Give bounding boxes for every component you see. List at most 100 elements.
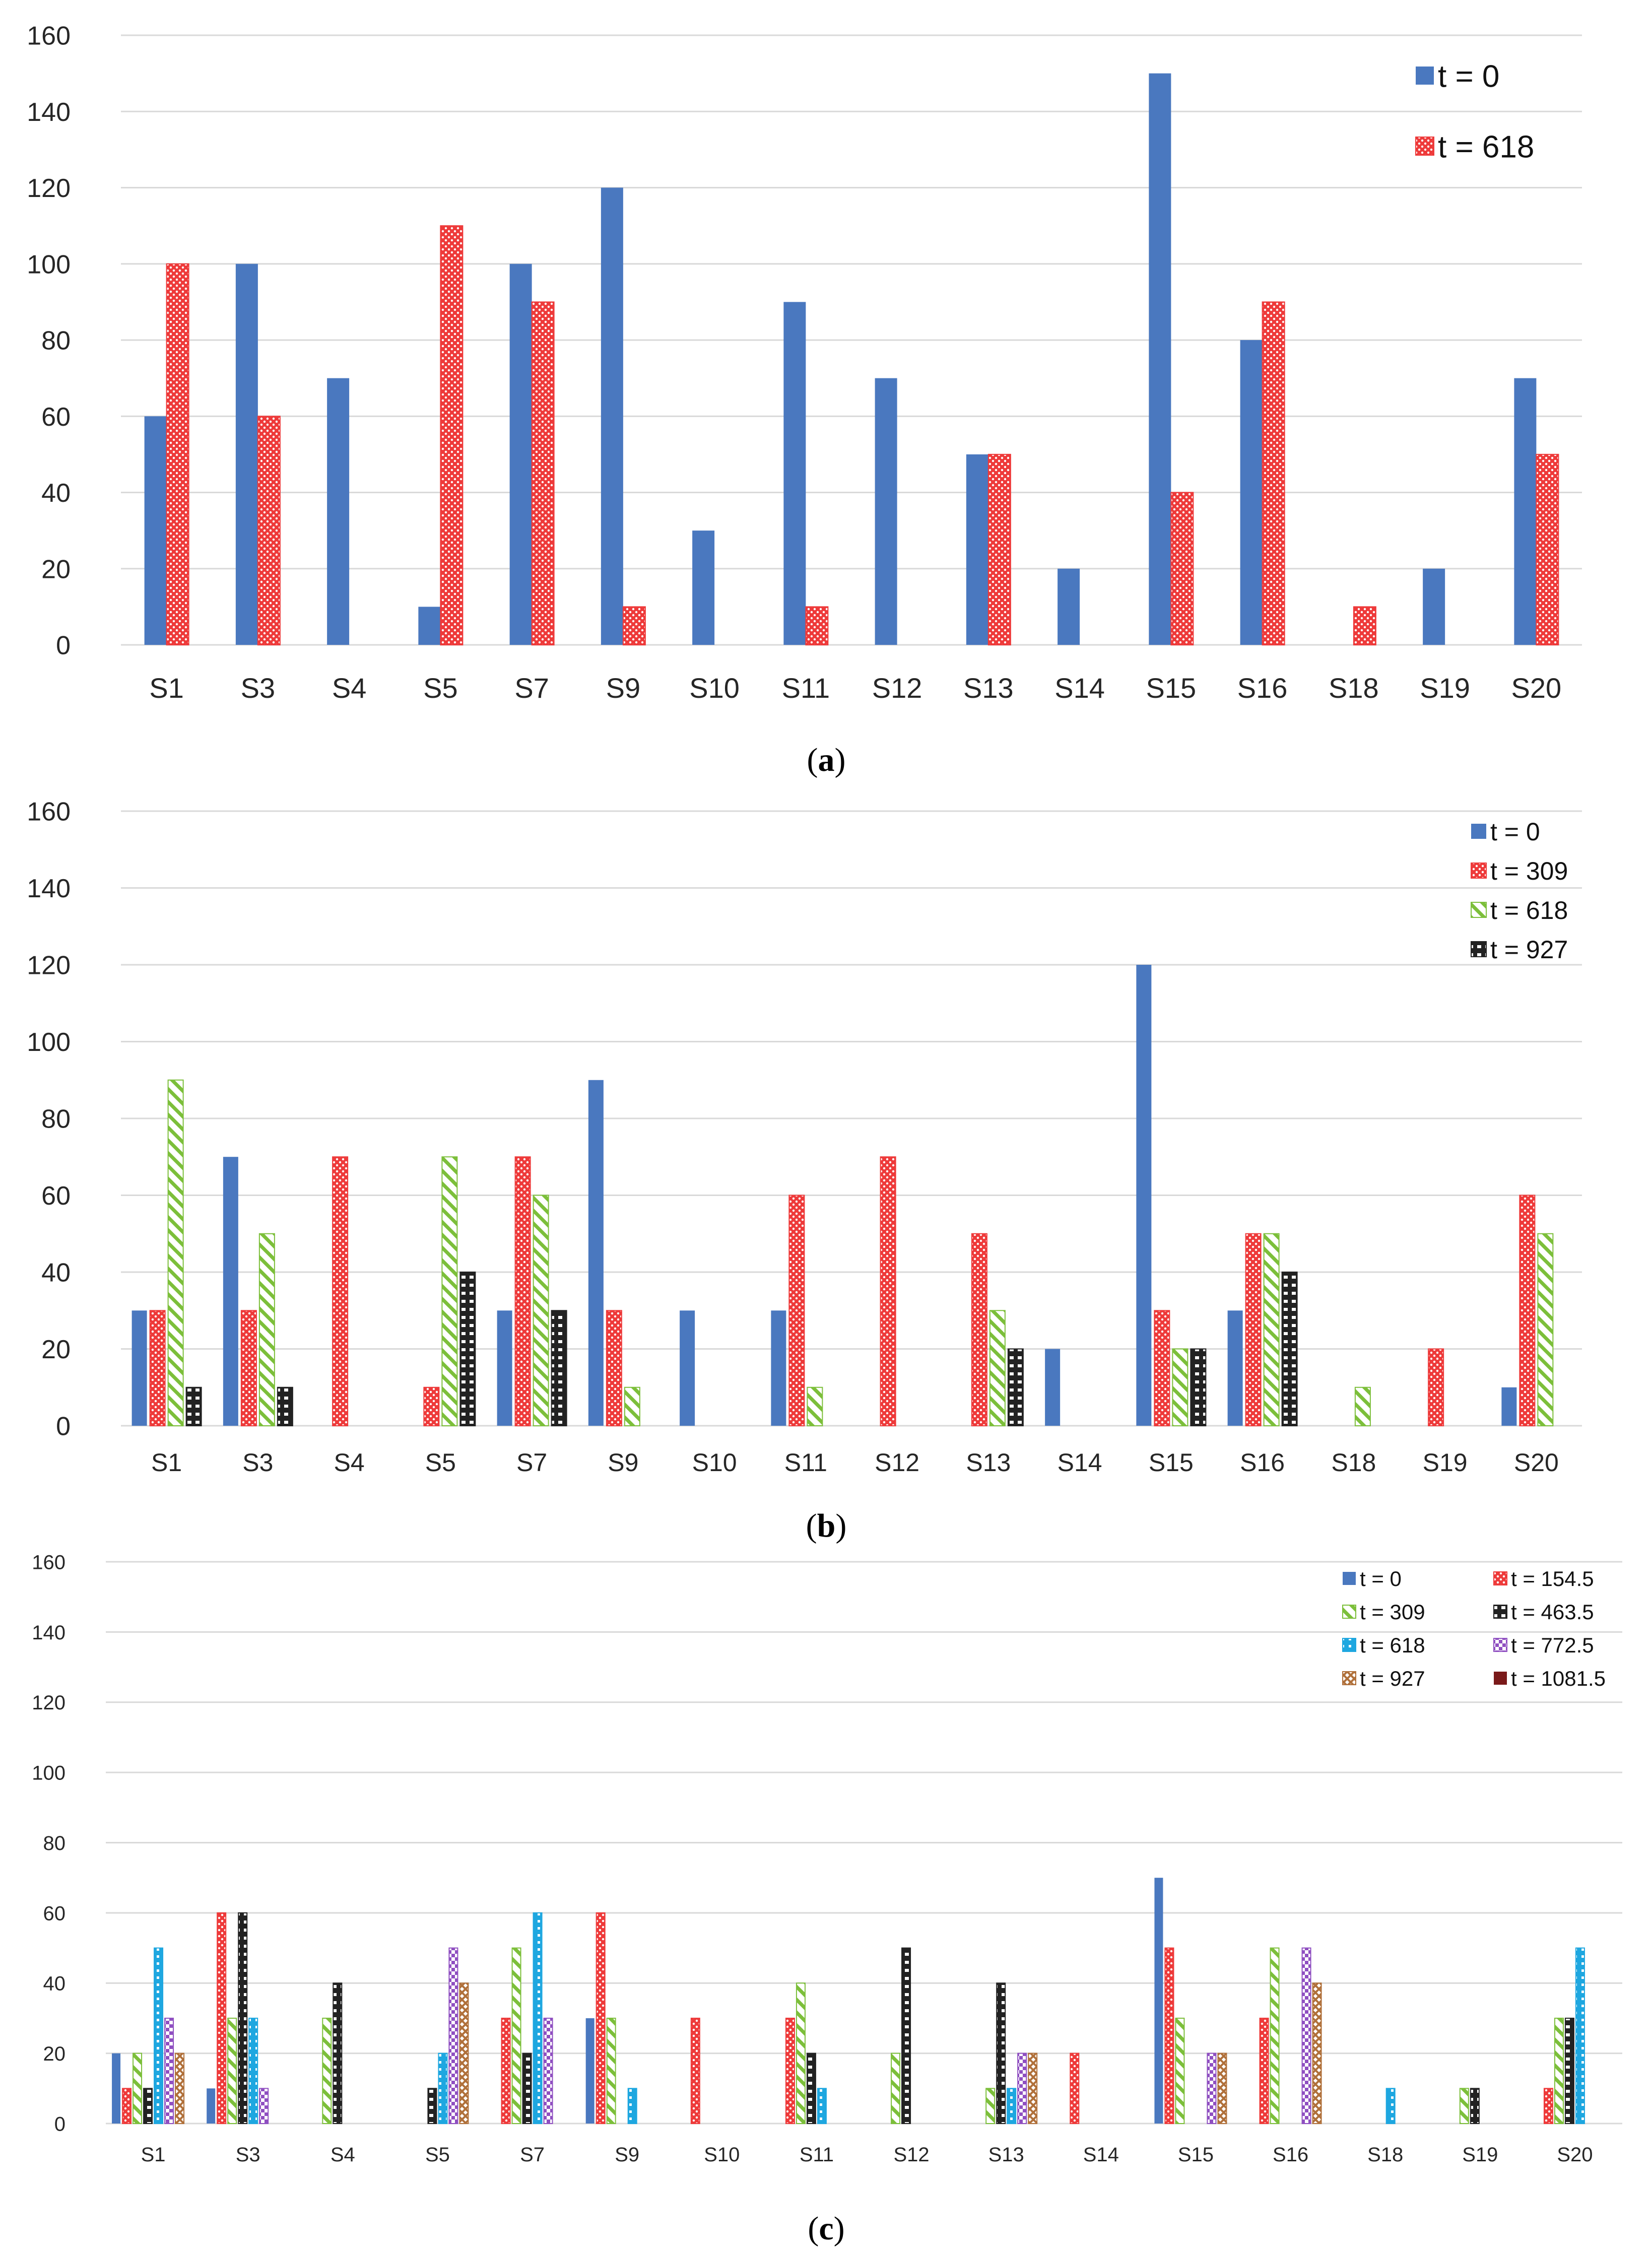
bar-s15-series-6 bbox=[1217, 2053, 1227, 2124]
x-tick-label: S15 bbox=[1146, 672, 1197, 704]
y-tick-label: 160 bbox=[27, 22, 71, 51]
bar-s10-series-0 bbox=[680, 1310, 695, 1426]
bar-s3-series-2 bbox=[227, 2017, 237, 2124]
bar-s7-series-5 bbox=[543, 2017, 553, 2124]
caption-close-paren: ) bbox=[835, 1507, 846, 1544]
legend: t = 0 t = 309 t = 618 t = 927 bbox=[1471, 818, 1568, 964]
bar-s15-series-1 bbox=[1154, 1310, 1170, 1426]
bar-s1-series-4 bbox=[154, 1947, 164, 2124]
bar-s19-series-0 bbox=[1423, 568, 1445, 645]
legend-swatch bbox=[1415, 137, 1434, 156]
bar-s1-series-1 bbox=[166, 263, 189, 645]
caption: (a) bbox=[807, 742, 846, 778]
bar-s7-series-4 bbox=[533, 1912, 543, 2124]
x-tick-label: S3 bbox=[242, 1448, 273, 1477]
bar-s1-series-6 bbox=[175, 2053, 185, 2124]
legend-label: t = 309 bbox=[1490, 857, 1568, 885]
legend-swatch bbox=[1493, 1571, 1507, 1585]
caption: (c) bbox=[808, 2210, 844, 2247]
bar-s7-series-3 bbox=[551, 1310, 567, 1426]
legend-swatch bbox=[1416, 67, 1434, 85]
y-tick-label: 20 bbox=[41, 1335, 71, 1364]
bar-s16-series-3 bbox=[1281, 1272, 1298, 1426]
x-tick-label: S4 bbox=[331, 2144, 355, 2166]
y-tick-label: 160 bbox=[27, 798, 71, 827]
x-tick-label: S7 bbox=[514, 672, 549, 704]
x-tick-label: S20 bbox=[1557, 2144, 1593, 2166]
bar-s3-series-1 bbox=[257, 416, 281, 645]
x-tick-label: S15 bbox=[1178, 2144, 1214, 2166]
x-tick-label: S5 bbox=[425, 1448, 456, 1477]
y-tick-label: 80 bbox=[43, 1832, 66, 1855]
x-tick-label: S5 bbox=[425, 2144, 450, 2166]
bar-s13-series-2 bbox=[985, 2088, 996, 2124]
bar-s11-series-0 bbox=[783, 302, 806, 645]
bar-s5-series-3 bbox=[427, 2088, 437, 2124]
x-tick-label: S14 bbox=[1083, 2144, 1119, 2166]
x-tick-label: S18 bbox=[1367, 2144, 1403, 2166]
bar-s16-series-1 bbox=[1262, 301, 1285, 645]
x-tick-label: S14 bbox=[1054, 672, 1105, 704]
caption-letter: c bbox=[819, 2210, 833, 2247]
bar-s11-series-0 bbox=[771, 1310, 786, 1426]
bar-s5-series-1 bbox=[423, 1386, 440, 1426]
y-tick-label: 40 bbox=[41, 479, 71, 508]
bar-s18-series-1 bbox=[1353, 606, 1376, 645]
x-tick-label: S18 bbox=[1329, 672, 1379, 704]
x-tick-label: S9 bbox=[615, 2144, 639, 2166]
bar-s3-series-1 bbox=[240, 1310, 257, 1426]
bar-s9-series-1 bbox=[622, 606, 646, 645]
bar-s3-series-0 bbox=[235, 263, 258, 645]
bar-s14-series-0 bbox=[1045, 1349, 1061, 1426]
x-tick-label: S20 bbox=[1511, 672, 1562, 704]
legend-swatch bbox=[1471, 824, 1486, 839]
legend-swatch bbox=[1342, 1671, 1356, 1685]
x-tick-label: S11 bbox=[782, 672, 830, 704]
x-tick-label: S14 bbox=[1058, 1448, 1102, 1477]
x-tick-label: S16 bbox=[1273, 2144, 1308, 2166]
bar-s12-series-2 bbox=[891, 2053, 901, 2124]
bar-s13-series-2 bbox=[989, 1310, 1006, 1426]
caption-open-paren: ( bbox=[808, 2210, 819, 2247]
bar-s9-series-1 bbox=[606, 1310, 622, 1426]
legend-label: t = 927 bbox=[1360, 1667, 1425, 1690]
bar-s12-series-1 bbox=[880, 1156, 896, 1426]
caption-letter: b bbox=[817, 1507, 836, 1544]
bar-s9-series-2 bbox=[606, 2017, 616, 2124]
bar-s13-series-6 bbox=[1028, 2053, 1038, 2124]
bar-s13-series-5 bbox=[1017, 2053, 1027, 2124]
bar-s11-series-2 bbox=[796, 1982, 806, 2124]
x-tick-label: S4 bbox=[332, 672, 367, 704]
legend: t = 0 t = 618 bbox=[1415, 59, 1534, 164]
bar-s7-series-2 bbox=[511, 1947, 521, 2124]
bar-s1-series-3 bbox=[143, 2088, 153, 2124]
bar-s15-series-2 bbox=[1172, 1348, 1188, 1426]
bar-s16-series-0 bbox=[1240, 340, 1263, 645]
bar-s16-series-0 bbox=[1227, 1310, 1243, 1426]
legend-swatch bbox=[1494, 1672, 1507, 1685]
bar-s7-series-1 bbox=[531, 301, 555, 645]
bar-s18-series-2 bbox=[1354, 1386, 1371, 1426]
bar-s1-series-3 bbox=[185, 1386, 202, 1426]
legend-swatch bbox=[1493, 1605, 1507, 1619]
y-tick-label: 120 bbox=[27, 951, 71, 980]
bar-s18-series-4 bbox=[1385, 2088, 1396, 2124]
y-tick-label: 60 bbox=[41, 403, 71, 432]
bar-s12-series-0 bbox=[875, 378, 897, 645]
x-tick-label: S7 bbox=[520, 2144, 545, 2166]
bar-s19-series-3 bbox=[1470, 2088, 1480, 2124]
bar-s20-series-3 bbox=[1564, 2017, 1574, 2124]
legend-label: t = 0 bbox=[1438, 59, 1499, 94]
legend-label: t = 154.5 bbox=[1511, 1567, 1594, 1591]
legend: t = 0 t = 154.5 t = 309 t = 463.5 t = 618 t =… bbox=[1342, 1567, 1606, 1690]
caption-close-paren: ) bbox=[834, 2210, 845, 2247]
legend-label: t = 1081.5 bbox=[1511, 1667, 1606, 1690]
bar-s9-series-0 bbox=[588, 1080, 604, 1426]
x-tick-label: S7 bbox=[516, 1448, 547, 1477]
x-tick-label: S13 bbox=[988, 2144, 1024, 2166]
bar-s5-series-1 bbox=[440, 225, 464, 645]
legend-label: t = 772.5 bbox=[1511, 1633, 1594, 1657]
y-tick-label: 140 bbox=[27, 98, 71, 127]
x-tick-label: S10 bbox=[704, 2144, 740, 2166]
bar-s13-series-0 bbox=[966, 454, 988, 645]
